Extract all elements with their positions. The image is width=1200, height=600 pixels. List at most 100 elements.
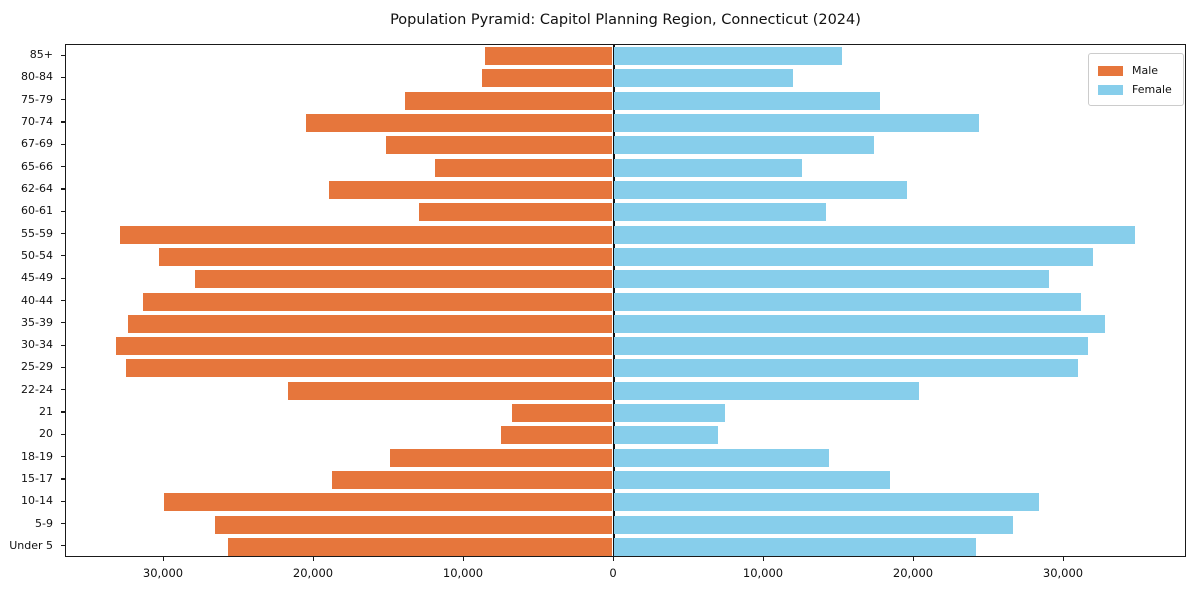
- bar-female-22-24: [614, 381, 919, 400]
- bar-male-80-84: [481, 69, 612, 88]
- bar-male-55-59: [120, 225, 612, 244]
- y-tick-mark: [61, 478, 65, 480]
- bar-male-85+: [484, 47, 612, 66]
- y-tick-mark: [61, 366, 65, 368]
- y-axis-labels: 85+ 80-84 75-79 70-74 67-69 65-66 62-64 60-61 55…: [0, 0, 65, 600]
- bar-female-60-61: [614, 203, 826, 222]
- bar-female-10-14: [614, 493, 1039, 512]
- x-tick-mark: [763, 557, 765, 561]
- y-tick-mark: [61, 121, 65, 123]
- bar-male-5-9: [214, 515, 612, 534]
- y-tick-label-75-79: 75-79: [21, 92, 53, 106]
- y-tick-label-65-66: 65-66: [21, 159, 53, 173]
- bar-female-85+: [614, 47, 842, 66]
- bar-male-21: [511, 404, 612, 423]
- legend: Male Female: [1088, 53, 1184, 106]
- bar-female-55-59: [614, 225, 1135, 244]
- bar-female-15-17: [614, 470, 890, 489]
- bar-male-25-29: [126, 359, 612, 378]
- y-tick-label-25-29: 25-29: [21, 360, 53, 374]
- bar-female-70-74: [614, 114, 979, 133]
- plot-area: [65, 44, 1186, 557]
- female-swatch: [1098, 84, 1123, 95]
- y-tick-label-20: 20: [39, 427, 53, 441]
- y-tick-mark: [61, 344, 65, 346]
- y-tick-label-80-84: 80-84: [21, 70, 53, 84]
- bar-male-65-66: [435, 158, 612, 177]
- x-tick-label-4: 10,000: [742, 566, 784, 580]
- y-tick-mark: [61, 277, 65, 279]
- x-tick-mark: [163, 557, 165, 561]
- y-tick-label-62-64: 62-64: [21, 181, 53, 195]
- y-tick-mark: [61, 522, 65, 525]
- x-tick-label-1: 20,000: [292, 566, 334, 580]
- bar-male-10-14: [163, 493, 612, 512]
- y-tick-mark: [61, 188, 65, 190]
- bar-female-18-19: [614, 448, 829, 467]
- y-tick-mark: [61, 322, 65, 324]
- x-tick-label-2: 10,000: [442, 566, 484, 580]
- bar-male-75-79: [405, 91, 612, 110]
- bar-female-30-34: [614, 337, 1088, 356]
- bar-female-35-39: [614, 314, 1105, 333]
- x-tick-label-3: 0: [609, 566, 617, 580]
- y-tick-label-50-54: 50-54: [21, 248, 53, 262]
- y-tick-mark: [61, 299, 65, 302]
- x-tick-label-6: 30,000: [1042, 566, 1084, 580]
- y-tick-label-Under 5: Under 5: [9, 538, 53, 552]
- bar-male-45-49: [195, 270, 612, 289]
- y-tick-mark: [61, 76, 65, 79]
- bar-male-70-74: [306, 114, 612, 133]
- x-tick-mark: [613, 557, 615, 561]
- y-tick-label-22-24: 22-24: [21, 382, 53, 396]
- bar-male-20: [501, 426, 612, 445]
- y-tick-mark: [61, 143, 65, 145]
- bar-male-18-19: [390, 448, 612, 467]
- bar-female-20: [614, 426, 718, 445]
- y-tick-mark: [61, 500, 65, 502]
- x-tick-mark: [463, 557, 465, 561]
- y-tick-mark: [61, 166, 65, 168]
- bar-female-Under 5: [614, 537, 976, 556]
- chart-title: Population Pyramid: Capitol Planning Reg…: [390, 12, 861, 28]
- bar-female-50-54: [614, 247, 1093, 266]
- y-tick-mark: [61, 232, 65, 235]
- y-tick-mark: [61, 389, 65, 391]
- bar-female-5-9: [614, 515, 1013, 534]
- y-tick-mark: [61, 433, 65, 435]
- bar-female-80-84: [614, 69, 793, 88]
- bar-female-67-69: [614, 136, 874, 155]
- y-tick-label-30-34: 30-34: [21, 338, 53, 352]
- y-tick-label-21: 21: [39, 405, 53, 419]
- bar-female-45-49: [614, 270, 1049, 289]
- zero-baseline: [613, 45, 615, 556]
- y-tick-label-10-14: 10-14: [21, 494, 53, 508]
- y-tick-label-67-69: 67-69: [21, 137, 53, 151]
- bar-female-21: [614, 404, 725, 423]
- y-tick-mark: [61, 210, 65, 212]
- bar-female-25-29: [614, 359, 1078, 378]
- legend-female-label: Female: [1132, 82, 1172, 96]
- y-tick-label-18-19: 18-19: [21, 449, 53, 463]
- bar-female-40-44: [614, 292, 1081, 311]
- bar-male-50-54: [159, 247, 612, 266]
- bar-male-30-34: [115, 337, 612, 356]
- x-tick-mark: [313, 557, 315, 561]
- x-tick-mark: [1063, 557, 1065, 561]
- y-tick-label-35-39: 35-39: [21, 315, 53, 329]
- bar-male-35-39: [127, 314, 612, 333]
- y-tick-label-45-49: 45-49: [21, 271, 53, 285]
- y-tick-mark: [61, 54, 65, 56]
- y-tick-label-55-59: 55-59: [21, 226, 53, 240]
- bar-male-40-44: [142, 292, 612, 311]
- y-tick-mark: [61, 99, 65, 101]
- legend-item-female: Female: [1098, 80, 1175, 99]
- bar-male-22-24: [288, 381, 612, 400]
- bar-male-60-61: [418, 203, 612, 222]
- y-tick-mark: [61, 255, 65, 257]
- x-tick-mark: [913, 557, 915, 561]
- y-tick-label-60-61: 60-61: [21, 204, 53, 218]
- bar-male-Under 5: [228, 537, 612, 556]
- y-tick-label-5-9: 5-9: [35, 516, 53, 530]
- bar-male-67-69: [385, 136, 612, 155]
